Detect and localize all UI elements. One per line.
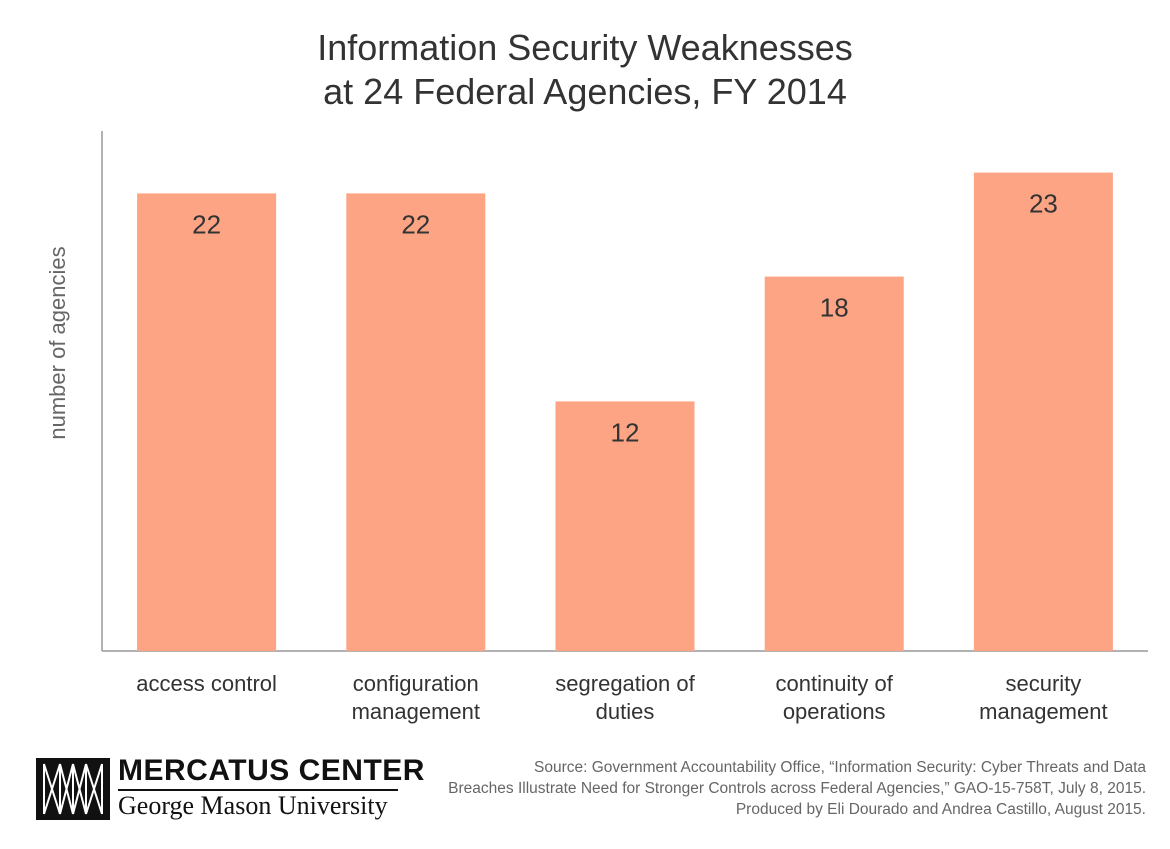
x-tick-label-line: continuity of bbox=[775, 671, 893, 696]
chart-title-line-2: at 24 Federal Agencies, FY 2014 bbox=[323, 71, 847, 112]
x-tick-label: segregation of duties bbox=[540, 670, 710, 726]
source-line-2: Breaches Illustrate Need for Stronger Co… bbox=[448, 780, 1146, 797]
x-tick-label: security management bbox=[958, 670, 1128, 726]
y-axis-label: number of agencies bbox=[45, 246, 70, 440]
x-tick-label-line: duties bbox=[595, 699, 655, 724]
bar-value-label: 22 bbox=[192, 209, 221, 239]
chart-title-line-1: Information Security Weaknesses bbox=[317, 27, 853, 68]
bar bbox=[346, 193, 486, 651]
bar-value-label: 22 bbox=[401, 209, 430, 239]
bar bbox=[764, 276, 904, 651]
x-tick-label: access control bbox=[122, 670, 292, 698]
logo-subtitle: George Mason University bbox=[118, 791, 388, 820]
x-tick-label-line: management bbox=[351, 699, 480, 724]
bar-value-label: 23 bbox=[1029, 189, 1058, 219]
logo-divider bbox=[118, 789, 398, 791]
x-tick-label-line: security bbox=[1005, 671, 1082, 696]
x-tick-label-line: configuration bbox=[352, 671, 479, 696]
chart-title: Information Security Weaknesses at 24 Fe… bbox=[0, 26, 1170, 114]
x-tick-label-line: access control bbox=[136, 671, 277, 696]
bar bbox=[973, 172, 1113, 651]
mercatus-logo: MERCATUS CENTER George Mason University bbox=[36, 754, 424, 820]
x-tick-label: continuity of operations bbox=[749, 670, 919, 726]
bar-value-label: 18 bbox=[820, 293, 849, 323]
x-tick-label: configuration management bbox=[331, 670, 501, 726]
source-line-3: Produced by Eli Dourado and Andrea Casti… bbox=[735, 801, 1146, 818]
bar bbox=[137, 193, 277, 651]
bar bbox=[555, 401, 695, 651]
x-tick-label-line: segregation of bbox=[555, 671, 695, 696]
source-line-1: Source: Government Accountability Office… bbox=[534, 759, 1146, 776]
x-tick-label-line: operations bbox=[782, 699, 886, 724]
logo-name: MERCATUS CENTER bbox=[118, 754, 425, 787]
x-tick-label-line: management bbox=[979, 699, 1108, 724]
source-note: Source: Government Accountability Office… bbox=[406, 757, 1146, 820]
bar-value-label: 12 bbox=[611, 417, 640, 447]
mercatus-logo-mark bbox=[36, 758, 110, 820]
